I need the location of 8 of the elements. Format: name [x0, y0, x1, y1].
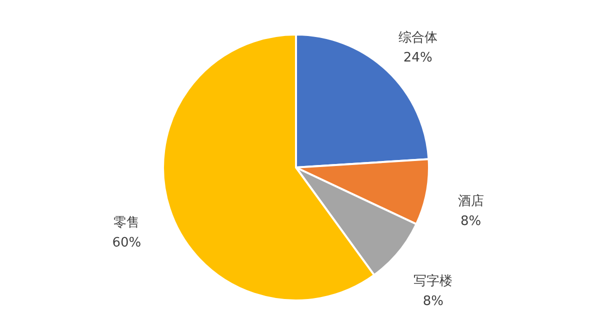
data-label: 8% — [422, 294, 444, 309]
data-label: 8% — [460, 214, 482, 229]
data-label: 60% — [112, 236, 142, 251]
data-label: 24% — [403, 50, 432, 66]
slice-label: 酒店 — [458, 192, 484, 209]
slice-label: 零售 — [114, 216, 140, 231]
slice-label: 写字楼 — [414, 272, 453, 289]
slice-label: 综合体 — [398, 30, 438, 46]
